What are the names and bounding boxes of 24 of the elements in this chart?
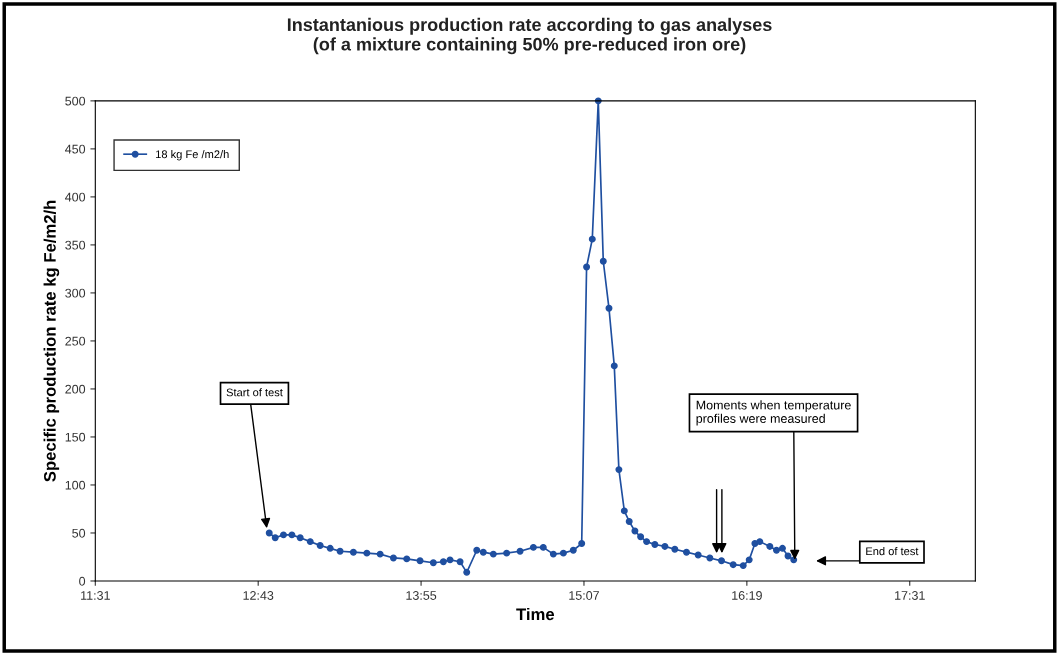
y-tick-label: 300 xyxy=(65,288,86,298)
y-tick-label: 150 xyxy=(65,432,86,442)
y-axis-title: Specific production rate kg Fe/m2/h xyxy=(43,200,60,482)
legend-label: 18 kg Fe /m2/h xyxy=(156,150,229,161)
y-tick-label: 50 xyxy=(72,528,86,538)
y-tick-label: 400 xyxy=(65,192,86,202)
x-tick-label: 16:19 xyxy=(732,591,762,600)
chart-title: Instantanious production rate according to gas analyses (of a mixture containing 50% pre-reduced iron ore) xyxy=(287,17,772,55)
x-tick-label: 15:07 xyxy=(569,591,599,600)
y-tick-label: 450 xyxy=(65,144,86,154)
y-tick-label: 0 xyxy=(79,576,86,586)
x-tick-label: 17:31 xyxy=(895,591,925,600)
x-tick-label: 13:55 xyxy=(406,591,437,600)
x-tick-label: 12:43 xyxy=(243,591,274,600)
y-tick-label: 250 xyxy=(65,336,86,346)
annotation: End of test xyxy=(866,547,919,556)
x-axis-title: Time xyxy=(516,607,555,621)
x-tick-label: 11:31 xyxy=(81,591,110,600)
annotation: Moments when temperature profiles were measured xyxy=(696,400,851,426)
y-tick-label: 200 xyxy=(65,384,86,394)
y-tick-label: 500 xyxy=(65,96,86,106)
y-tick-label: 100 xyxy=(65,480,86,490)
y-tick-label: 350 xyxy=(65,240,86,250)
annotation: Start of test xyxy=(226,388,283,397)
